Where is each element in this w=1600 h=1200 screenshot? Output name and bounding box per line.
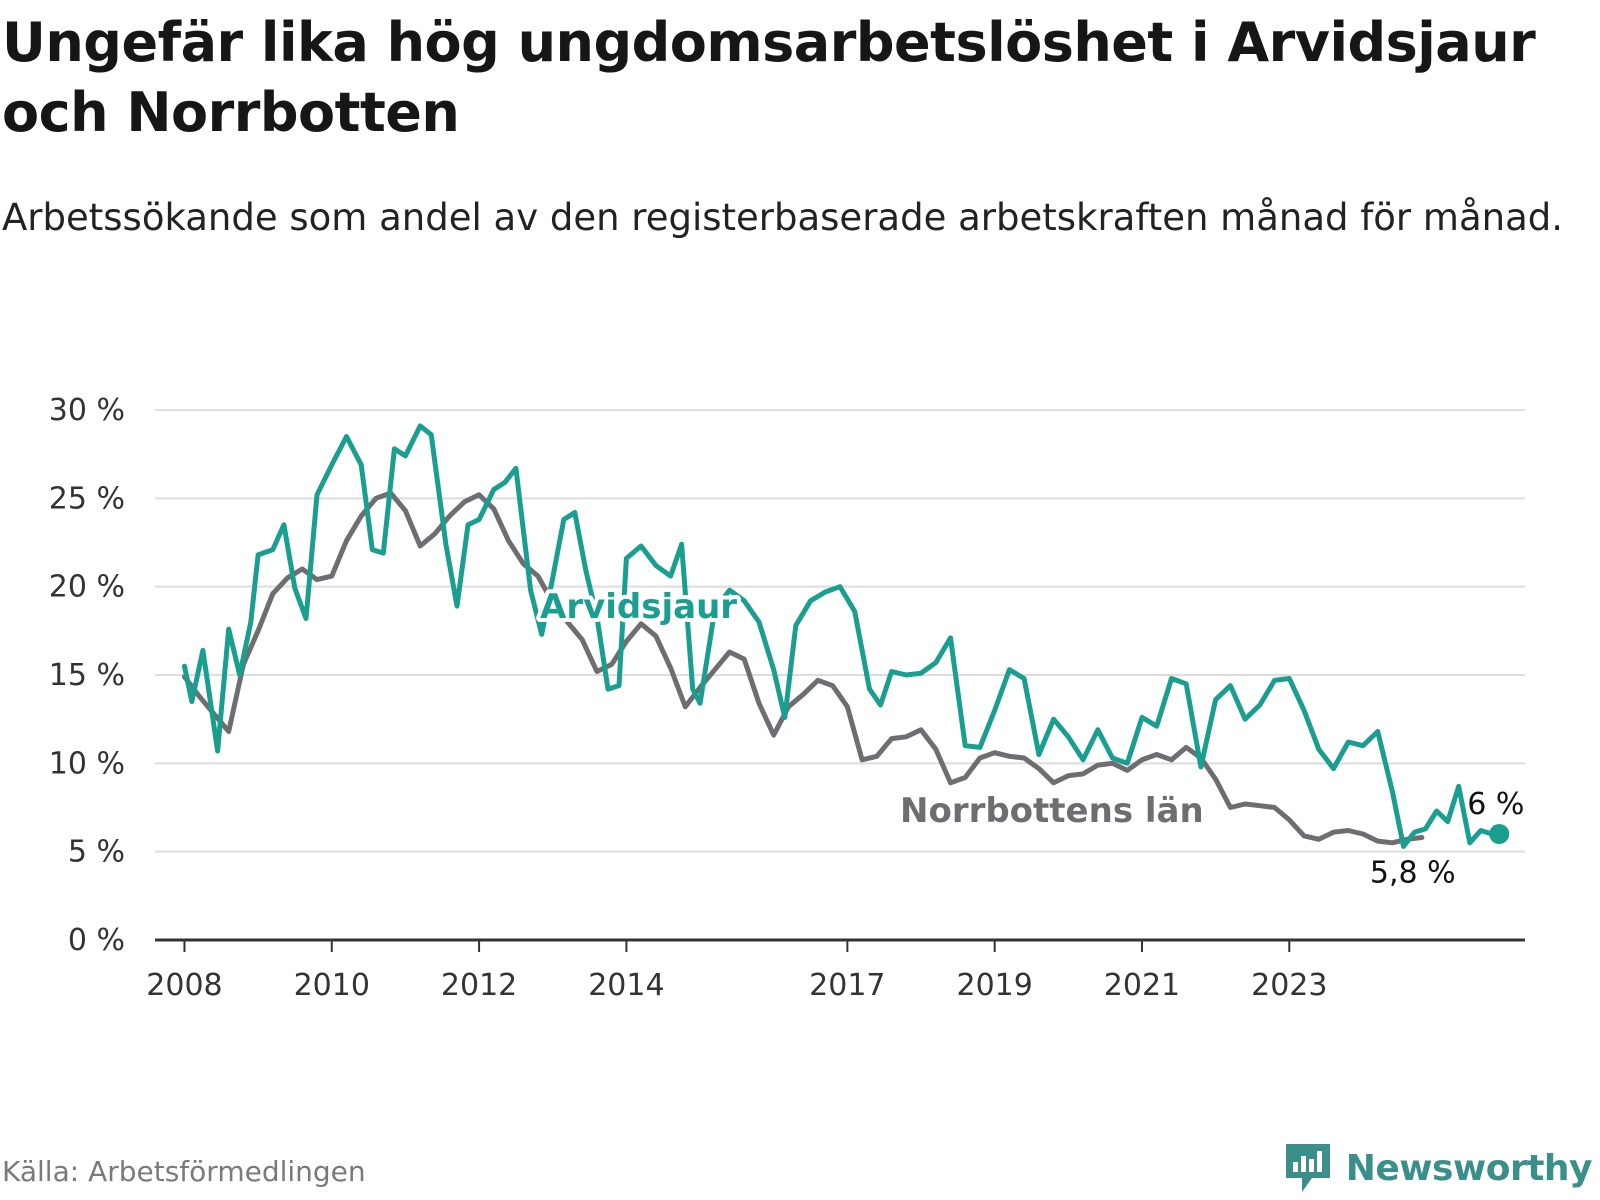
brand-name: Newsworthy — [1345, 1147, 1593, 1189]
end-marker-arvidsjaur — [1489, 824, 1510, 844]
x-tick-label: 2019 — [956, 968, 1032, 1003]
series-line-arvidsjaur — [182, 423, 1502, 849]
y-tick-label: 5 % — [68, 835, 125, 870]
y-tick-label: 30 % — [49, 393, 125, 428]
x-tick-label: 2023 — [1251, 968, 1327, 1003]
x-tick-label: 2012 — [441, 968, 517, 1003]
chart-subtitle: Arbetssökande som andel av den registerb… — [2, 196, 1563, 239]
series-lines — [182, 423, 1502, 849]
series-label-arvidsjaur: Arvidsjaur — [540, 587, 737, 627]
end-label-norrbotten: 5,8 % — [1370, 856, 1456, 891]
y-tick-label: 10 % — [49, 746, 125, 781]
x-axis-ticks: 2008 2010 2012 2014 2017 2019 2021 2023 — [146, 940, 1327, 1003]
y-tick-label: 15 % — [49, 658, 125, 693]
chart-title: Ungefär lika hög ungdomsarbetslöshet i A… — [2, 11, 1536, 144]
y-axis-ticks: 0 % 5 % 10 % 15 % 20 % 25 % 30 % — [49, 393, 125, 958]
y-tick-label: 0 % — [68, 923, 125, 958]
x-tick-label: 2010 — [294, 968, 370, 1003]
line-chart: 0 %5 %10 %15 %20 %25 %30 % 2008 2010 2012 2… — [49, 393, 1525, 1003]
series-label-norrbotten: Norrbottens län — [900, 791, 1204, 831]
brand-logo: Newsworthy — [1282, 1140, 1593, 1196]
y-tick-label: 25 % — [49, 481, 125, 516]
y-tick-label: 20 % — [49, 570, 125, 605]
x-tick-label: 2017 — [809, 968, 885, 1003]
x-tick-label: 2021 — [1104, 968, 1180, 1003]
newsworthy-logo-icon — [1285, 1144, 1330, 1192]
source-note: Källa: Arbetsförmedlingen — [2, 1155, 366, 1188]
series-labels: 6 % 5,8 % Arvidsjaur Norrbottens län — [536, 583, 1524, 891]
x-tick-label: 2008 — [146, 968, 222, 1003]
end-label-arvidsjaur: 6 % — [1467, 787, 1524, 822]
x-tick-label: 2014 — [588, 968, 664, 1003]
